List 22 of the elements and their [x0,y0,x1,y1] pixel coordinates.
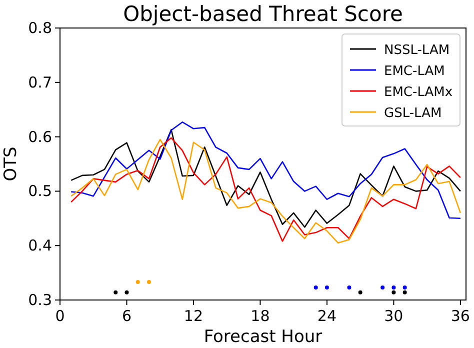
x-tick-label: 12 [184,307,204,325]
legend-label: EMC-LAM [384,64,445,79]
y-tick-label: 0.6 [28,128,52,146]
x-tick-label: 24 [317,307,337,325]
y-tick-label: 0.5 [28,182,52,200]
legend-label: GSL-LAM [384,106,442,121]
x-tick-label: 18 [250,307,270,325]
y-tick-label: 0.3 [28,291,52,309]
line-series [70,129,462,228]
chart-title: Object-based Threat Score [123,2,403,26]
legend-label: NSSL-LAM [384,43,450,58]
y-tick-label: 0.8 [28,19,52,37]
x-tick-label: 6 [122,307,132,325]
legend-label: EMC-LAMx [384,85,453,100]
x-tick-label: 0 [55,307,65,325]
x-tick-label: 30 [384,307,404,325]
y-tick-label: 0.4 [28,236,52,255]
x-axis-title: Forecast Hour [204,327,322,347]
line-series [70,121,462,220]
y-tick-label: 0.7 [28,73,52,92]
y-axis-title: OTS [1,146,21,182]
x-tick-label: 36 [450,307,470,325]
